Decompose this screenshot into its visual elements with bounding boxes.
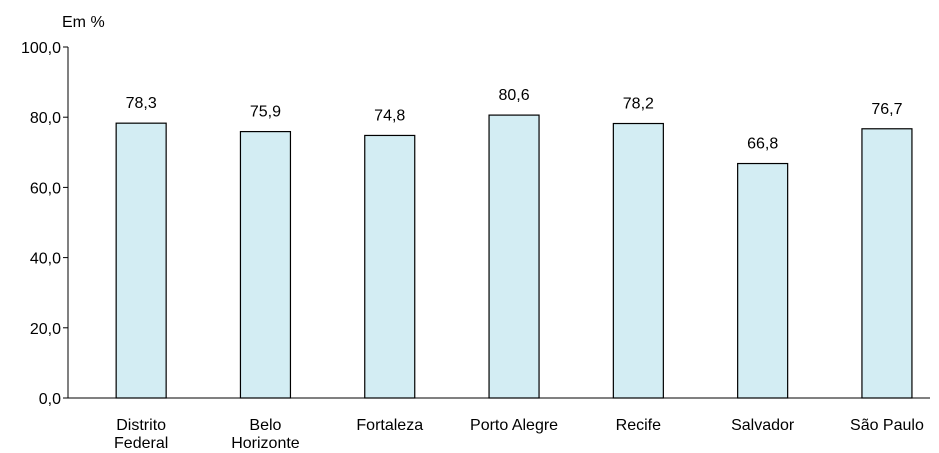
y-tick-label: 0,0 — [39, 391, 61, 408]
x-tick-label: Porto Alegre — [470, 417, 558, 434]
data-label: 74,8 — [374, 107, 405, 124]
data-label: 78,3 — [126, 95, 157, 112]
x-tick-label: São Paulo — [850, 417, 924, 434]
data-label: 75,9 — [250, 104, 281, 121]
data-label: 66,8 — [747, 136, 778, 153]
bar — [488, 114, 540, 399]
y-tick-label: 60,0 — [30, 180, 61, 197]
y-tick-label: 80,0 — [30, 110, 61, 127]
bar — [737, 162, 789, 399]
x-tick-label: Belo Horizonte — [231, 417, 300, 452]
bar — [612, 122, 664, 399]
x-tick-label: Fortaleza — [356, 417, 423, 434]
y-axis-label: Em % — [62, 14, 105, 31]
bar — [861, 128, 913, 399]
y-tick-label: 40,0 — [30, 251, 61, 268]
bar — [115, 122, 167, 399]
bar — [239, 130, 292, 399]
x-tick-label: Salvador — [731, 417, 795, 434]
data-label: 76,7 — [871, 101, 902, 118]
x-tick-label: Distrito Federal — [114, 417, 168, 452]
data-label: 78,2 — [623, 96, 654, 113]
y-tick-label: 20,0 — [30, 321, 61, 338]
y-tick-label: 100,0 — [21, 40, 61, 57]
x-tick-label: Recife — [616, 417, 661, 434]
bar — [364, 134, 416, 399]
data-label: 80,6 — [498, 87, 529, 104]
